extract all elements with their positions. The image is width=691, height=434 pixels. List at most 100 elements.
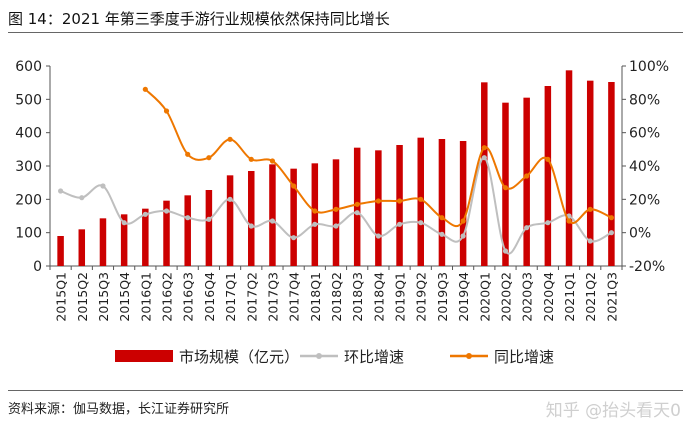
bar bbox=[586, 80, 594, 267]
qoq-growth-point bbox=[439, 231, 445, 237]
yoy-growth-point bbox=[142, 86, 148, 92]
legend-yoy-growth-label: 同比增速 bbox=[494, 348, 554, 366]
x-tick-label: 2020Q1 bbox=[477, 272, 492, 322]
x-tick-label: 2017Q3 bbox=[265, 272, 280, 322]
y-left-tick-label: 300 bbox=[15, 159, 42, 175]
qoq-growth-point bbox=[545, 220, 551, 226]
x-tick-label: 2019Q4 bbox=[456, 272, 471, 322]
y-right-tick-label: 0% bbox=[629, 226, 651, 242]
bar bbox=[544, 86, 552, 266]
source-note: 资料来源：伽马数据，长江证券研究所 bbox=[8, 402, 230, 417]
x-tick-label: 2020Q2 bbox=[498, 272, 513, 322]
legend-market-size-label: 市场规模（亿元） bbox=[179, 348, 299, 366]
bar bbox=[481, 82, 488, 266]
y-left-tick-label: 0 bbox=[33, 259, 42, 275]
y-right-tick-label: 40% bbox=[629, 159, 660, 175]
qoq-growth-point bbox=[206, 216, 212, 222]
yoy-growth-point bbox=[333, 206, 339, 212]
legend-qoq-growth-label: 环比增速 bbox=[344, 348, 404, 366]
legend-qoq-growth-marker bbox=[316, 353, 322, 359]
yoy-growth-point bbox=[608, 215, 615, 221]
qoq-growth-point bbox=[418, 220, 424, 226]
yoy-growth-point bbox=[587, 206, 593, 212]
x-tick-label: 2021Q2 bbox=[583, 272, 598, 322]
yoy-growth-point bbox=[481, 145, 487, 151]
bar bbox=[205, 190, 213, 266]
qoq-growth-point bbox=[248, 223, 254, 229]
bar bbox=[142, 208, 149, 266]
yoy-growth-point bbox=[185, 151, 191, 157]
qoq-growth-point bbox=[163, 208, 170, 214]
x-tick-label: 2016Q4 bbox=[202, 272, 217, 322]
y-left-tick-label: 100 bbox=[15, 226, 42, 242]
qoq-growth-point bbox=[502, 248, 509, 254]
x-tick-label: 2020Q4 bbox=[541, 272, 556, 322]
yoy-growth-point bbox=[206, 155, 212, 161]
qoq-growth-point bbox=[227, 196, 233, 202]
bar bbox=[184, 195, 191, 266]
bar bbox=[226, 175, 234, 266]
bar-series bbox=[57, 70, 615, 267]
bar bbox=[375, 150, 382, 266]
figure-title: 图 14：2021 年第三季度手游行业规模依然保持同比增长 bbox=[8, 10, 390, 28]
x-tick-label: 2016Q1 bbox=[138, 272, 153, 322]
x-tick-label: 2018Q1 bbox=[308, 272, 323, 322]
bar bbox=[459, 141, 467, 266]
yoy-growth-point bbox=[312, 208, 318, 214]
y-right-tick-label: 20% bbox=[629, 192, 660, 208]
qoq-growth-point bbox=[396, 221, 403, 227]
y-right-tick-label: -20% bbox=[629, 259, 665, 275]
yoy-growth-point bbox=[375, 198, 381, 204]
x-tick-label: 2019Q2 bbox=[414, 272, 429, 322]
bar bbox=[438, 139, 446, 266]
y-left-tick-label: 200 bbox=[15, 192, 42, 208]
bar bbox=[120, 214, 128, 266]
qoq-growth-point bbox=[524, 225, 530, 231]
x-tick-label: 2020Q3 bbox=[520, 272, 535, 322]
qoq-growth-point bbox=[312, 221, 318, 227]
title-divider bbox=[8, 32, 683, 33]
x-tick-label: 2021Q1 bbox=[562, 272, 577, 322]
x-tick-label: 2018Q3 bbox=[350, 272, 365, 322]
chart: 0 100 200 300 400 500 600 -20% 0% 20% 40% 60% 80% 100… bbox=[15, 59, 669, 366]
bar bbox=[248, 171, 255, 266]
qoq-growth-point bbox=[375, 233, 381, 239]
yoy-growth-point bbox=[566, 218, 572, 224]
source-divider bbox=[8, 390, 683, 391]
y-right-tick-label: 60% bbox=[629, 126, 660, 142]
bar bbox=[57, 236, 64, 266]
x-tick-label: 2018Q4 bbox=[371, 272, 386, 322]
y-left-tick-label: 600 bbox=[15, 59, 42, 75]
bar bbox=[163, 200, 170, 266]
yoy-growth-point bbox=[354, 201, 360, 207]
bar bbox=[502, 102, 509, 267]
qoq-growth-point bbox=[142, 211, 148, 217]
chart-axes: 0 100 200 300 400 500 600 -20% 0% 20% 40% 60% 80% 100… bbox=[15, 59, 669, 322]
yoy-growth-point bbox=[502, 185, 509, 191]
bar bbox=[396, 145, 403, 266]
x-tick-label: 2016Q2 bbox=[160, 272, 175, 322]
x-tick-label: 2015Q1 bbox=[54, 272, 69, 322]
yoy-growth-point bbox=[460, 218, 466, 224]
x-tick-label: 2018Q2 bbox=[329, 272, 344, 322]
watermark: 知乎 @抬头看天0 bbox=[545, 401, 681, 421]
yoy-growth-point bbox=[291, 183, 297, 189]
x-tick-label: 2019Q1 bbox=[393, 272, 408, 322]
y-left-tick-label: 400 bbox=[15, 126, 42, 142]
qoq-growth-point bbox=[269, 218, 276, 224]
yoy-growth-point bbox=[248, 156, 254, 162]
x-tick-label: 2021Q3 bbox=[604, 272, 619, 322]
bar bbox=[311, 163, 319, 266]
qoq-growth-point bbox=[608, 230, 615, 236]
x-tick-label: 2017Q2 bbox=[244, 272, 259, 322]
qoq-growth-point bbox=[57, 188, 64, 194]
yoy-growth-point bbox=[439, 215, 445, 221]
y-right-tick-label: 80% bbox=[629, 92, 660, 108]
x-tick-label: 2016Q3 bbox=[181, 272, 196, 322]
chart-legend: 市场规模（亿元） 环比增速 同比增速 bbox=[115, 348, 554, 366]
qoq-growth-point bbox=[100, 183, 106, 189]
qoq-growth-point bbox=[333, 223, 339, 229]
bar bbox=[608, 82, 615, 266]
qoq-growth-point bbox=[291, 235, 297, 241]
x-tick-label: 2015Q3 bbox=[96, 272, 111, 322]
